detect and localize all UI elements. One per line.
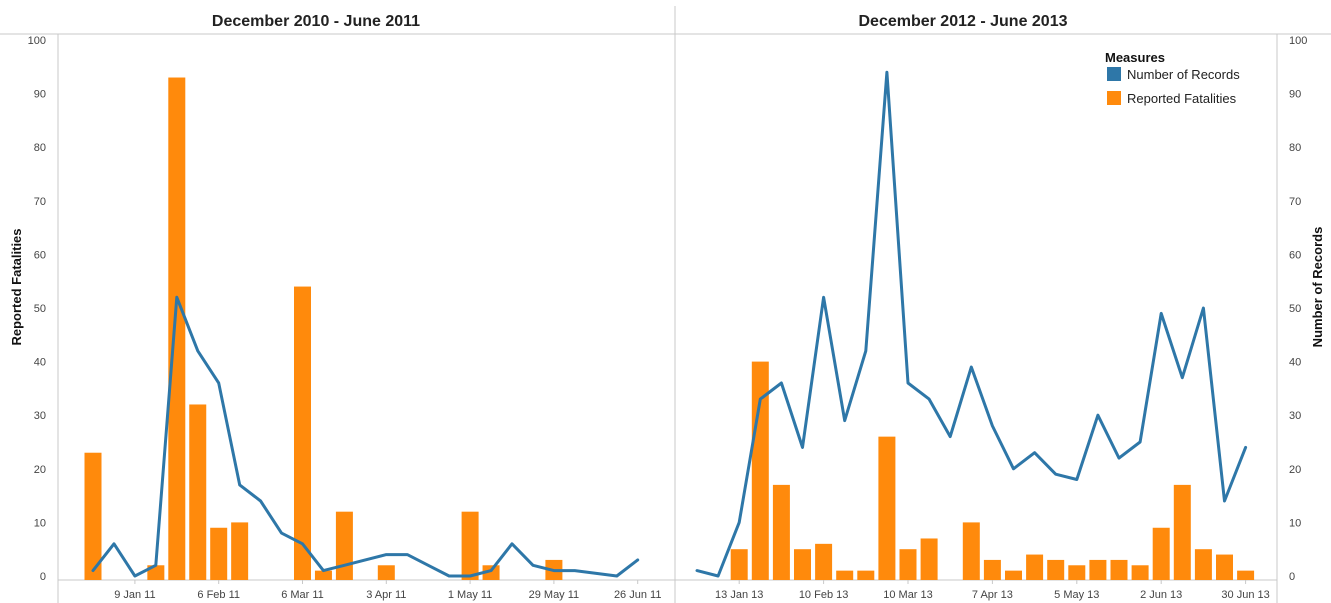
panel-right: 13 Jan 13 10 Feb 13 10 Mar 13 7 Apr 13 5 May… — [695, 70, 1270, 601]
fatalities-bar — [878, 436, 896, 580]
fatalities-bar — [815, 543, 833, 580]
left-y-tick-label: 90 — [34, 89, 46, 101]
legend: Measures Number of Records Reported Fata… — [1105, 50, 1240, 106]
right-y-tick-label: 100 — [1289, 35, 1307, 47]
right-axis-title: Number of Records — [1310, 227, 1325, 348]
fatalities-bar — [84, 452, 102, 580]
fatalities-bar — [335, 511, 353, 580]
fatalities-bar — [1005, 570, 1022, 580]
fatalities-bar — [962, 522, 980, 580]
fatalities-bar — [1173, 484, 1191, 580]
right-y-tick-label: 90 — [1289, 89, 1301, 101]
fatalities-bar — [1131, 565, 1149, 580]
left-y-tick-label: 100 — [28, 35, 46, 47]
fatalities-bar — [1216, 554, 1233, 580]
x-tick-label: 26 Jun 11 — [614, 589, 662, 601]
right-y-tick-label: 0 — [1289, 571, 1295, 583]
left-y-tick-label: 70 — [34, 196, 46, 208]
fatalities-bar — [1237, 570, 1255, 580]
x-tick-label: 13 Jan 13 — [715, 589, 763, 601]
y-axis-ticks: 0 0 10 10 20 20 30 30 40 40 50 50 60 60 70 70 80 80 90 90 10… — [28, 35, 1308, 583]
chart-frame — [0, 6, 1331, 603]
fatalities-bar — [1194, 549, 1212, 580]
panel-left: 9 Jan 11 6 Feb 11 6 Mar 11 3 Apr 11 1 May 11… — [84, 77, 662, 601]
left-y-tick-label: 80 — [34, 142, 46, 154]
records-line — [91, 295, 640, 578]
left-y-tick-label: 10 — [34, 517, 46, 529]
fatalities-bar — [899, 549, 917, 580]
fatalities-bar — [1152, 527, 1170, 580]
fatalities-bar — [168, 77, 186, 581]
fatalities-bar — [189, 404, 207, 580]
x-tick-label: 7 Apr 13 — [972, 589, 1013, 601]
fatalities-bar — [983, 559, 1001, 580]
fatalities-bar — [1026, 554, 1044, 580]
legend-title: Measures — [1105, 50, 1165, 65]
fatalities-bar — [1047, 559, 1065, 580]
x-tick-label: 30 Jun 13 — [1221, 589, 1269, 601]
fatalities-bar — [730, 549, 748, 580]
right-y-tick-label: 20 — [1289, 464, 1301, 476]
x-tick-label: 2 Jun 13 — [1140, 589, 1182, 601]
right-y-tick-label: 40 — [1289, 357, 1301, 369]
fatalities-bar — [794, 549, 811, 580]
right-y-tick-label: 80 — [1289, 142, 1301, 154]
right-y-tick-label: 50 — [1289, 303, 1301, 315]
right-y-tick-label: 30 — [1289, 410, 1301, 422]
legend-swatch-reported-fatalities — [1107, 91, 1121, 105]
x-tick-label: 9 Jan 11 — [114, 589, 155, 601]
fatalities-bar — [461, 511, 479, 580]
x-tick-label: 29 May 11 — [529, 589, 580, 601]
x-tick-label: 1 May 11 — [448, 589, 492, 601]
left-y-tick-label: 30 — [34, 410, 46, 422]
legend-swatch-number-of-records — [1107, 67, 1121, 81]
right-y-tick-label: 10 — [1289, 517, 1301, 529]
panel-title-left: December 2010 - June 2011 — [212, 13, 420, 30]
legend-label-reported-fatalities: Reported Fatalities — [1127, 91, 1237, 106]
fatalities-bar — [836, 570, 854, 580]
left-axis-title: Reported Fatalities — [9, 228, 24, 345]
left-y-tick-label: 60 — [34, 249, 46, 261]
fatalities-bar — [377, 565, 395, 580]
x-tick-label: 3 Apr 11 — [366, 589, 406, 601]
x-tick-label: 10 Mar 13 — [883, 589, 933, 601]
records-line — [695, 70, 1248, 578]
fatalities-bar — [210, 527, 228, 580]
fatalities-bar — [857, 570, 875, 580]
legend-label-number-of-records: Number of Records — [1127, 67, 1240, 82]
left-y-tick-label: 0 — [40, 571, 46, 583]
right-y-tick-label: 60 — [1289, 249, 1301, 261]
fatalities-bar — [920, 538, 938, 580]
fatalities-bar — [1110, 559, 1128, 580]
fatalities-bar — [1068, 565, 1086, 580]
fatalities-bar — [482, 565, 500, 580]
x-tick-label: 10 Feb 13 — [799, 589, 849, 601]
panel-title-right: December 2012 - June 2013 — [858, 13, 1067, 30]
fatalities-bar — [294, 286, 311, 580]
fatalities-bar — [1089, 559, 1107, 580]
fatalities-bar — [231, 522, 249, 580]
left-y-tick-label: 40 — [34, 357, 46, 369]
x-tick-label: 5 May 13 — [1054, 589, 1099, 601]
left-y-tick-label: 50 — [34, 303, 46, 315]
fatalities-bar — [772, 484, 790, 580]
left-y-tick-label: 20 — [34, 464, 46, 476]
right-y-tick-label: 70 — [1289, 196, 1301, 208]
fatalities-bar — [314, 570, 332, 580]
x-tick-label: 6 Feb 11 — [197, 589, 240, 601]
x-tick-label: 6 Mar 11 — [281, 589, 324, 601]
